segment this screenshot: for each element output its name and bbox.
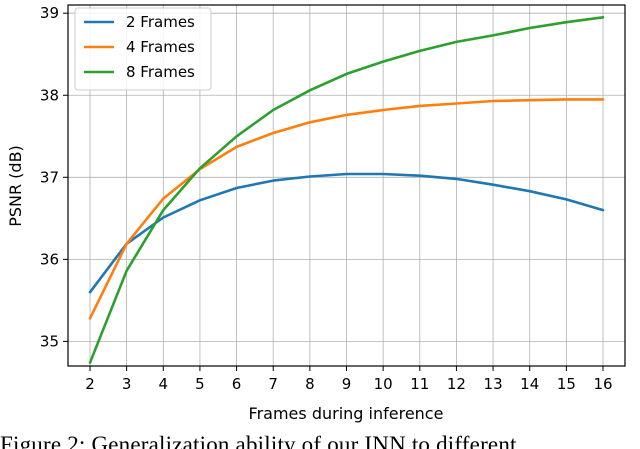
x-tick-label: 9	[342, 375, 352, 393]
grid-lines	[68, 5, 625, 366]
x-tick-label: 11	[410, 375, 429, 393]
legend-box	[74, 7, 212, 91]
y-tick-label: 35	[40, 332, 59, 350]
legend: 2 Frames 4 Frames 8 Frames	[74, 7, 212, 91]
legend-label: 8 Frames	[126, 63, 195, 81]
series-lines	[88, 15, 605, 365]
legend-label: 4 Frames	[126, 38, 195, 56]
y-axis-label: PSNR (dB)	[6, 145, 25, 227]
figure-caption: Figure 2: Generalization ability of our …	[0, 432, 517, 449]
x-tick-label: 3	[122, 375, 132, 393]
x-tick-label: 10	[374, 375, 393, 393]
x-tick-label: 7	[268, 375, 278, 393]
x-tick-label: 5	[195, 375, 205, 393]
x-tick-label: 2	[85, 375, 95, 393]
y-tick-label: 36	[40, 250, 59, 268]
x-tick-label: 15	[557, 375, 576, 393]
x-tick-label: 4	[159, 375, 169, 393]
series-line-2-frames	[88, 172, 605, 294]
x-tick-label: 13	[484, 375, 503, 393]
x-tick-label: 12	[447, 375, 466, 393]
x-tick-label: 16	[593, 375, 612, 393]
line-chart: 2 3 4 5 6 7 8 9 10 11 12 13 14 15 16 35 36 37 38 39 Frames…	[6, 4, 626, 423]
x-axis-ticks: 2 3 4 5 6 7 8 9 10 11 12 13 14 15 16	[85, 366, 613, 393]
y-tick-label: 38	[40, 86, 59, 104]
y-axis-ticks: 35 36 37 38 39	[40, 4, 68, 350]
legend-label: 2 Frames	[126, 13, 195, 31]
series-line-4-frames	[88, 98, 605, 320]
x-tick-label: 8	[305, 375, 315, 393]
x-axis-label: Frames during inference	[249, 404, 444, 423]
x-tick-label: 6	[232, 375, 242, 393]
y-tick-label: 39	[40, 4, 59, 22]
series-line-8-frames	[88, 15, 605, 365]
y-tick-label: 37	[40, 168, 59, 186]
x-tick-label: 14	[520, 375, 539, 393]
